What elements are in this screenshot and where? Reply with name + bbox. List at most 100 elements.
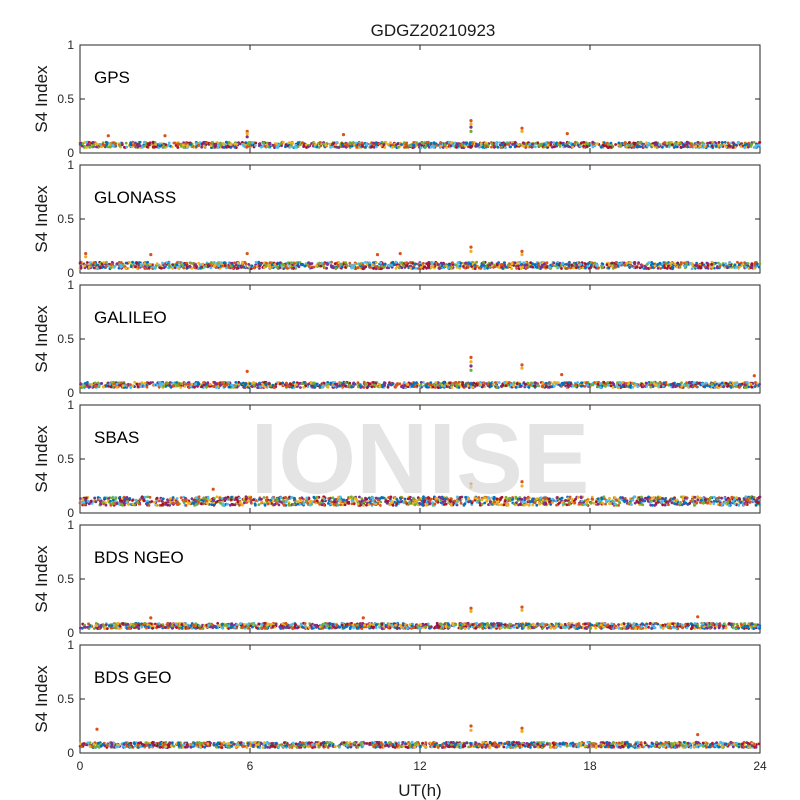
data-point — [389, 141, 392, 145]
data-point — [133, 143, 137, 147]
data-point — [83, 385, 86, 388]
data-point — [361, 263, 365, 267]
data-point — [629, 384, 633, 387]
data-point — [624, 382, 628, 385]
data-point — [747, 145, 750, 149]
data-point — [495, 143, 499, 146]
data-point — [679, 262, 683, 266]
data-point — [262, 141, 265, 145]
data-point-spike — [84, 252, 88, 256]
data-point — [635, 265, 639, 269]
data-point — [201, 262, 204, 266]
data-point — [364, 146, 367, 149]
data-point — [753, 261, 757, 264]
data-point — [680, 385, 683, 388]
data-point — [591, 383, 595, 387]
data-point-spike — [752, 374, 756, 378]
data-point — [179, 386, 183, 389]
data-point — [374, 141, 378, 145]
data-point — [373, 383, 376, 387]
data-point — [512, 384, 515, 388]
data-point — [752, 140, 756, 144]
data-point — [210, 261, 213, 264]
data-point — [699, 266, 703, 270]
data-point — [473, 264, 476, 267]
data-point — [431, 264, 435, 268]
data-point — [424, 145, 427, 149]
data-point — [531, 262, 534, 266]
data-point — [364, 382, 367, 386]
data-point — [80, 144, 84, 148]
data-point — [567, 263, 571, 267]
data-point — [369, 266, 373, 269]
data-point — [96, 263, 100, 267]
data-point — [471, 386, 475, 389]
data-point — [120, 141, 124, 145]
data-point — [669, 143, 672, 147]
data-point — [552, 385, 556, 388]
data-point — [572, 266, 575, 270]
data-point — [651, 144, 654, 147]
data-point — [607, 146, 610, 150]
y-tick-label: 0 — [67, 146, 74, 160]
data-point — [374, 145, 378, 149]
data-point — [301, 141, 304, 145]
data-point — [104, 265, 108, 269]
data-point — [536, 141, 540, 145]
data-point — [448, 381, 452, 385]
data-point — [321, 384, 325, 388]
data-point — [753, 263, 757, 267]
data-point — [633, 141, 637, 145]
data-point — [370, 145, 374, 149]
data-point — [248, 382, 252, 385]
data-point-spike — [245, 135, 249, 139]
data-point — [698, 145, 702, 148]
data-point — [614, 265, 618, 269]
data-point — [461, 381, 465, 385]
data-point — [171, 267, 175, 270]
data-point — [312, 265, 316, 269]
data-point — [177, 266, 180, 270]
data-point — [758, 141, 762, 144]
data-point — [457, 380, 461, 384]
data-point — [414, 267, 418, 270]
data-point — [313, 385, 317, 389]
data-point — [220, 381, 224, 385]
data-point — [650, 381, 653, 385]
data-point — [432, 142, 436, 145]
data-point-spike — [520, 253, 524, 257]
data-point — [346, 264, 349, 268]
data-point — [552, 141, 556, 145]
data-point — [227, 141, 231, 144]
data-point — [593, 261, 597, 265]
data-point — [419, 383, 423, 387]
data-point — [527, 386, 531, 389]
data-point — [531, 142, 534, 146]
data-point — [427, 261, 431, 264]
data-point — [310, 142, 313, 145]
data-point — [162, 145, 166, 149]
data-point — [398, 382, 402, 386]
y-tick-label: 1 — [67, 158, 74, 172]
data-point — [606, 143, 610, 147]
data-point — [750, 385, 754, 389]
data-point — [583, 385, 587, 388]
data-point — [365, 142, 368, 146]
data-point — [135, 382, 139, 386]
data-point — [235, 142, 239, 146]
data-point — [685, 262, 689, 266]
data-point-spike — [398, 252, 402, 256]
data-point-spike — [469, 360, 473, 364]
data-point — [400, 384, 404, 388]
panel-label: SBAS — [94, 428, 139, 447]
data-point — [181, 143, 185, 147]
data-point — [302, 386, 306, 389]
data-point — [458, 143, 462, 147]
data-point — [714, 144, 718, 148]
data-point — [490, 142, 494, 146]
data-point — [406, 383, 410, 386]
data-point — [383, 381, 387, 385]
data-point — [185, 261, 189, 265]
data-point — [350, 144, 354, 148]
